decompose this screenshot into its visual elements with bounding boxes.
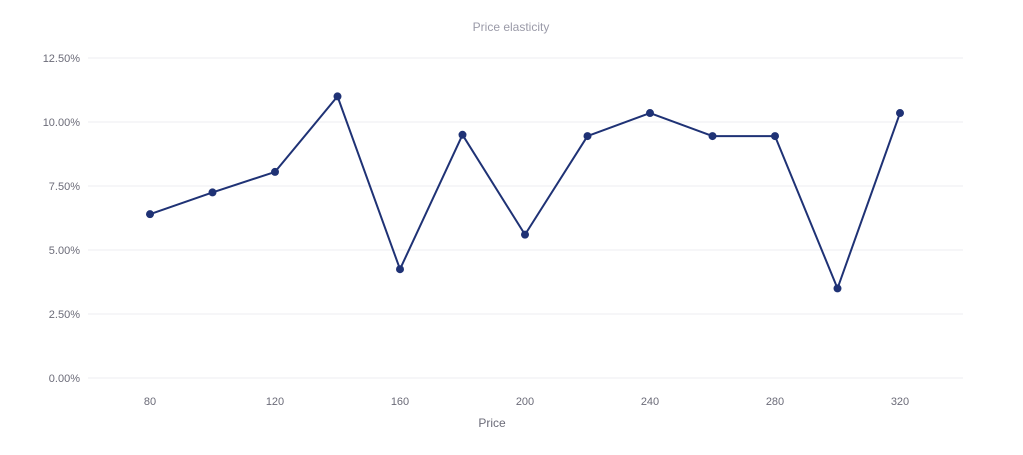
data-point[interactable] — [771, 132, 779, 141]
x-tick-label: 120 — [266, 396, 284, 408]
data-point[interactable] — [896, 109, 904, 118]
data-point[interactable] — [833, 284, 842, 293]
x-tick-label: 240 — [641, 396, 659, 408]
data-point[interactable] — [146, 210, 154, 219]
data-point[interactable] — [583, 132, 592, 141]
x-tick-label: 320 — [891, 396, 909, 408]
y-tick-label: 10.00% — [43, 117, 81, 129]
data-point[interactable] — [521, 230, 529, 239]
x-tick-label: 160 — [391, 396, 409, 408]
y-tick-label: 12.50% — [43, 53, 81, 65]
x-axis-label: Price — [478, 416, 506, 430]
x-tick-label: 80 — [144, 396, 156, 408]
grid-lines — [88, 57, 963, 379]
data-point[interactable] — [333, 92, 342, 101]
y-tick-label: 7.50% — [49, 181, 80, 193]
x-axis-ticks: 80 120 160 200 240 280 320 — [144, 396, 909, 408]
data-point[interactable] — [458, 130, 467, 139]
x-tick-label: 280 — [766, 396, 784, 408]
x-tick-label: 200 — [516, 396, 534, 408]
y-tick-label: 0.00% — [49, 373, 80, 385]
data-point[interactable] — [708, 132, 717, 141]
series-line — [149, 95, 901, 290]
chart-title: Price elasticity — [473, 20, 550, 34]
series-layer — [146, 92, 904, 293]
y-axis-ticks: 0.00% 2.50% 5.00% 7.50% 10.00% 12.50% — [43, 53, 81, 385]
y-tick-label: 2.50% — [49, 309, 80, 321]
data-point[interactable] — [208, 188, 217, 197]
data-point[interactable] — [646, 109, 654, 118]
data-point[interactable] — [271, 167, 279, 176]
data-point[interactable] — [396, 265, 404, 274]
y-tick-label: 5.00% — [49, 245, 80, 257]
